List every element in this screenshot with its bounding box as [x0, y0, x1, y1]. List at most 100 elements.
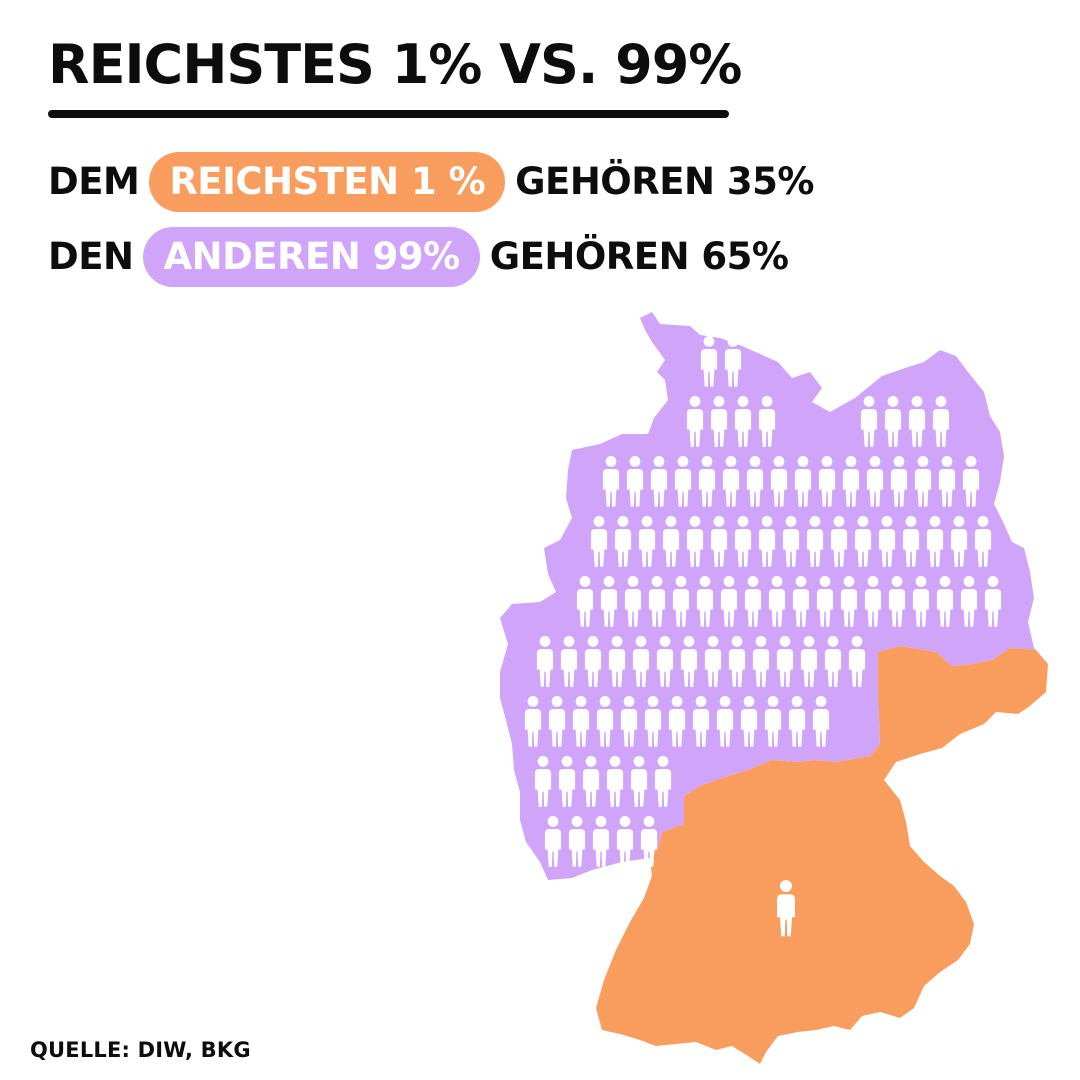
person-icon	[672, 576, 690, 627]
person-icon	[960, 576, 978, 627]
page-title: REICHSTES 1% VS. 99%	[48, 33, 742, 96]
person-icon	[560, 636, 578, 687]
person-icon	[740, 696, 758, 747]
person-icon	[758, 396, 776, 447]
person-icon	[926, 516, 944, 567]
person-icon	[686, 396, 704, 447]
person-icon	[830, 516, 848, 567]
person-icon	[710, 516, 728, 567]
person-icon	[704, 636, 722, 687]
person-icon	[638, 516, 656, 567]
person-icon	[568, 816, 586, 867]
person-icon	[686, 516, 704, 567]
person-icon	[734, 516, 752, 567]
person-icon	[602, 456, 620, 507]
person-icon	[680, 636, 698, 687]
person-icon	[724, 336, 742, 387]
person-icon	[606, 756, 624, 807]
person-icon	[720, 576, 738, 627]
person-icon	[592, 816, 610, 867]
statement-others-prefix: DEN	[48, 235, 134, 278]
person-icon	[744, 576, 762, 627]
person-icon	[840, 576, 858, 627]
person-icon	[764, 696, 782, 747]
person-icon	[914, 456, 932, 507]
person-icon	[582, 756, 600, 807]
person-icon	[770, 456, 788, 507]
person-icon	[620, 696, 638, 747]
person-icon	[662, 516, 680, 567]
person-icon	[938, 456, 956, 507]
person-icon	[716, 696, 734, 747]
person-icon	[816, 576, 834, 627]
person-icon	[614, 516, 632, 567]
person-icon	[878, 516, 896, 567]
person-icon	[984, 576, 1002, 627]
person-icon	[752, 636, 770, 687]
person-icon	[806, 516, 824, 567]
person-icon	[936, 576, 954, 627]
statement-richest: DEM REICHSTEN 1 % GEHÖREN 35%	[48, 152, 814, 212]
source-note: QUELLE: DIW, BKG	[30, 1038, 251, 1062]
person-icon	[962, 456, 980, 507]
statement-others-suffix: GEHÖREN 65%	[489, 235, 789, 278]
person-icon	[536, 636, 554, 687]
person-icon	[548, 696, 566, 747]
statement-others: DEN ANDEREN 99% GEHÖREN 65%	[48, 227, 789, 287]
title-underline	[48, 110, 729, 118]
person-icon	[608, 636, 626, 687]
person-icon	[860, 396, 878, 447]
person-icon	[848, 636, 866, 687]
person-icon	[722, 456, 740, 507]
person-icon	[908, 396, 926, 447]
person-icon	[572, 696, 590, 747]
person-icon	[710, 396, 728, 447]
person-icon	[782, 516, 800, 567]
person-icon	[698, 456, 716, 507]
person-icon	[524, 696, 542, 747]
person-icon	[818, 456, 836, 507]
person-icon	[776, 636, 794, 687]
person-icon	[902, 516, 920, 567]
person-icon	[812, 696, 830, 747]
person-icon	[932, 396, 950, 447]
person-icon	[584, 636, 602, 687]
person-icon	[842, 456, 860, 507]
person-icon	[746, 456, 764, 507]
richest-pill: REICHSTEN 1 %	[149, 152, 506, 212]
person-icon	[640, 816, 658, 867]
person-icon	[668, 696, 686, 747]
person-icon	[616, 816, 634, 867]
person-icon	[888, 576, 906, 627]
person-icon	[854, 516, 872, 567]
person-icon	[884, 396, 902, 447]
person-icon	[534, 756, 552, 807]
person-icon	[696, 576, 714, 627]
person-icon	[864, 576, 882, 627]
statement-richest-prefix: DEM	[48, 160, 140, 203]
person-icon	[624, 576, 642, 627]
person-icon	[800, 636, 818, 687]
person-icon	[890, 456, 908, 507]
person-icon	[824, 636, 842, 687]
person-icon	[644, 696, 662, 747]
person-icon	[596, 696, 614, 747]
person-icon	[630, 756, 648, 807]
person-icon	[912, 576, 930, 627]
person-icon	[792, 576, 810, 627]
person-icon	[700, 336, 718, 387]
person-icon	[654, 756, 672, 807]
person-icon	[590, 516, 608, 567]
person-icon	[576, 576, 594, 627]
person-icon	[768, 576, 786, 627]
person-icon	[794, 456, 812, 507]
person-icon	[600, 576, 618, 627]
person-icon	[692, 696, 710, 747]
others-pill: ANDEREN 99%	[143, 227, 480, 287]
person-icon	[866, 456, 884, 507]
person-icon	[788, 696, 806, 747]
person-icon	[648, 576, 666, 627]
statement-richest-suffix: GEHÖREN 35%	[515, 160, 814, 203]
person-icon	[558, 756, 576, 807]
